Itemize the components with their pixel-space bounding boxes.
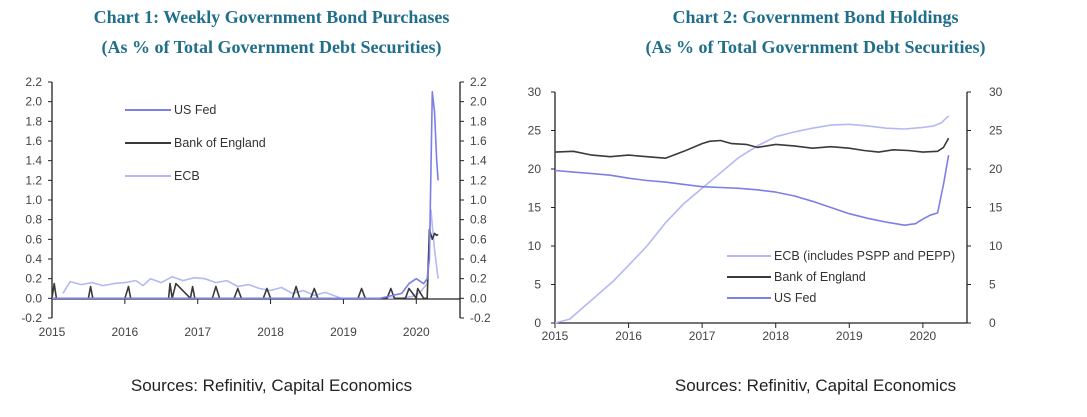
chart-1-legend-label-ecb: ECB bbox=[174, 169, 200, 183]
chart-2-ytick-label-left: 15 bbox=[528, 201, 542, 215]
chart-2-legend-label-us-fed: US Fed bbox=[774, 291, 816, 305]
chart-2-source: Sources: Refinitiv, Capital Economics bbox=[674, 376, 957, 395]
chart-1-ytick-label-right: 0.2 bbox=[470, 272, 487, 286]
chart-2-ytick-label-right: 0 bbox=[989, 316, 996, 330]
chart-1-ytick-label-right: 1.6 bbox=[470, 134, 487, 148]
chart-2-xtick-label: 2015 bbox=[542, 329, 569, 343]
chart-1-series-us-fed bbox=[52, 91, 439, 300]
chart-2-ytick-label-left: 30 bbox=[528, 85, 542, 99]
chart-1-ytick-label-right: 1.0 bbox=[470, 193, 487, 207]
chart-1-ytick-label-right: 0.0 bbox=[470, 291, 487, 305]
chart-1-ytick-label-left: 1.8 bbox=[25, 114, 42, 128]
chart-2-ytick-label-right: 15 bbox=[989, 201, 1003, 215]
chart-1-title: Chart 1: Weekly Government Bond Purchase… bbox=[93, 7, 450, 27]
chart-1-ytick-label-left: 0.0 bbox=[25, 291, 42, 305]
chart-1-ytick-label-left: 1.4 bbox=[25, 154, 42, 168]
chart-2-ytick-label-left: 0 bbox=[534, 316, 541, 330]
chart-1-plot: -0.2 -0.2 0.0 0.0 0.2 0.2 0.4 0.4 0.6 0.6 0.8 0.8 1.… bbox=[21, 75, 491, 339]
chart-1-series-ecb bbox=[62, 209, 439, 300]
chart-1-ytick-label-right: -0.2 bbox=[470, 311, 491, 325]
chart-2-series-ecb-includes-pspp-and-pepp bbox=[554, 115, 950, 324]
chart-1-series-bank-of-england bbox=[51, 228, 439, 300]
chart-2-ytick-label-right: 5 bbox=[989, 278, 996, 292]
chart-1-xtick-label: 2016 bbox=[112, 325, 139, 339]
chart-2-series-bank-of-england bbox=[554, 137, 950, 159]
chart-2-title: Chart 2: Government Bond Holdings bbox=[672, 7, 959, 27]
chart-1-ytick-label-right: 2.0 bbox=[470, 95, 487, 109]
chart-2-subtitle: (As % of Total Government Debt Securitie… bbox=[645, 37, 986, 57]
chart-2-ytick-label-right: 30 bbox=[989, 85, 1003, 99]
chart-2-ytick-label-right: 20 bbox=[989, 162, 1003, 176]
chart-1-ytick-label-left: 1.2 bbox=[25, 173, 42, 187]
chart-2-xtick-label: 2017 bbox=[689, 329, 716, 343]
chart-1-ytick-label-right: 1.4 bbox=[470, 154, 487, 168]
chart-2-xtick-label: 2019 bbox=[836, 329, 863, 343]
chart-1-ytick-label-left: 1.6 bbox=[25, 134, 42, 148]
chart-1-ytick-label-right: 0.6 bbox=[470, 232, 487, 246]
chart-1-source: Sources: Refinitiv, Capital Economics bbox=[130, 376, 413, 395]
chart-1-xtick-label: 2019 bbox=[330, 325, 357, 339]
chart-2-xtick-label: 2020 bbox=[910, 329, 937, 343]
chart-1-ytick-label-left: 0.8 bbox=[25, 213, 42, 227]
chart-1-xtick-label: 2017 bbox=[184, 325, 211, 339]
chart-2-ytick-label-left: 20 bbox=[528, 162, 542, 176]
chart-1-ytick-label-right: 0.8 bbox=[470, 213, 487, 227]
chart-1-legend-label-bank-of-england: Bank of England bbox=[174, 136, 266, 150]
chart-1-ytick-label-right: 1.8 bbox=[470, 114, 487, 128]
chart-2-ytick-label-left: 25 bbox=[528, 124, 542, 138]
chart-2-ytick-label-right: 25 bbox=[989, 124, 1003, 138]
chart-1-ytick-label-left: 2.2 bbox=[25, 75, 42, 89]
chart-1-ytick-label-left: 0.6 bbox=[25, 232, 42, 246]
chart-1-xtick-label: 2018 bbox=[257, 325, 284, 339]
chart-2-legend-label-ecb-includes-pspp-and-pepp: ECB (includes PSPP and PEPP) bbox=[774, 249, 955, 263]
chart-1-ytick-label-left: 0.2 bbox=[25, 272, 42, 286]
chart-2-ytick-label-left: 10 bbox=[528, 239, 542, 253]
chart-1-legend-label-us-fed: US Fed bbox=[174, 103, 216, 117]
chart-1-ytick-label-left: 2.0 bbox=[25, 95, 42, 109]
chart-2-legend-label-bank-of-england: Bank of England bbox=[774, 270, 866, 284]
chart-1-ytick-label-right: 1.2 bbox=[470, 173, 487, 187]
chart-2-ytick-label-left: 5 bbox=[534, 278, 541, 292]
chart-2-series-us-fed bbox=[554, 154, 950, 226]
chart-2-xtick-label: 2016 bbox=[615, 329, 642, 343]
chart-1-ytick-label-left: 1.0 bbox=[25, 193, 42, 207]
chart-2-ytick-label-right: 10 bbox=[989, 239, 1003, 253]
chart-2-xtick-label: 2018 bbox=[762, 329, 789, 343]
chart-1-ytick-label-left: 0.4 bbox=[25, 252, 42, 266]
chart-1-ytick-label-right: 2.2 bbox=[470, 75, 487, 89]
chart-1-ytick-label-left: -0.2 bbox=[21, 311, 42, 325]
chart-1-subtitle: (As % of Total Government Debt Securitie… bbox=[101, 37, 442, 57]
chart-1-xtick-label: 2020 bbox=[403, 325, 430, 339]
chart-1-ytick-label-right: 0.4 bbox=[470, 252, 487, 266]
chart-2-panel: Chart 2: Government Bond Holdings (As % … bbox=[528, 0, 1087, 417]
chart-1-xtick-label: 2015 bbox=[39, 325, 66, 339]
chart-1-panel: Chart 1: Weekly Government Bond Purchase… bbox=[0, 0, 543, 417]
